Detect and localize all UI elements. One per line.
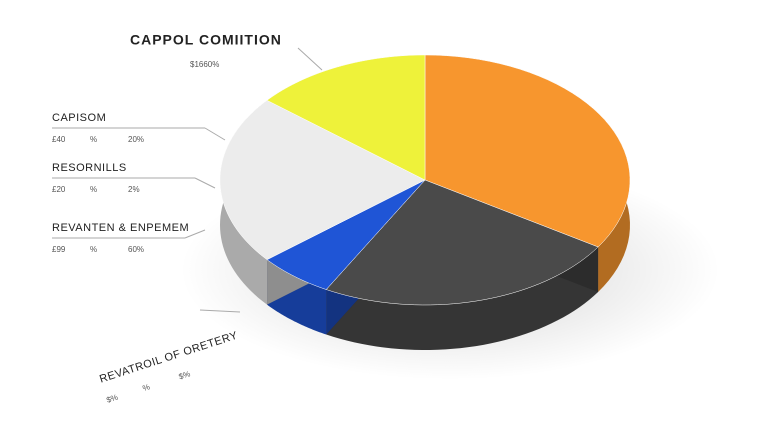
annotation: RESORNILLS £20% 2% <box>52 162 140 194</box>
leader-line <box>194 177 216 189</box>
annotation-cell: 20% <box>128 135 144 144</box>
annotation-cell: % <box>90 245 97 254</box>
annotation-cell: £99 <box>52 245 66 254</box>
slice <box>266 179 426 290</box>
pie <box>219 54 631 350</box>
annotation-cell: % <box>90 135 97 144</box>
chart-subtitle: $1660% <box>190 60 219 69</box>
annotation: REVATROIL OF ORETERY$%%$% <box>98 329 239 405</box>
leader-line <box>297 47 323 71</box>
slice-side <box>326 246 599 350</box>
slice <box>266 54 426 181</box>
chart-title: CAPPOL COMIITION <box>130 32 282 48</box>
leader-line <box>184 229 206 239</box>
annotation-cell: $% <box>178 369 192 381</box>
annotation-cell: $% <box>105 393 119 405</box>
leader-line <box>204 127 226 141</box>
annotation: REVANTEN & ENPEMEM £99% 60% <box>52 222 189 254</box>
annotation-label: CAPISOM <box>52 112 106 124</box>
annotation-cell: % <box>90 185 97 194</box>
annotation: CAPISOM £40% 20% <box>52 112 144 144</box>
leader-line <box>199 309 241 313</box>
slice <box>325 179 599 306</box>
annotation-label: REVANTEN & ENPEMEM <box>52 222 189 234</box>
annotation-cell: 2% <box>128 185 140 194</box>
annotation-cell: % <box>141 382 151 393</box>
slice <box>424 54 631 248</box>
annotation-cell: 60% <box>128 245 144 254</box>
annotation-cell: £40 <box>52 135 66 144</box>
annotation-label: RESORNILLS <box>52 162 127 174</box>
annotation-cell: £20 <box>52 185 66 194</box>
slice <box>219 100 426 260</box>
annotation-label: REVATROIL OF ORETERY <box>98 329 239 385</box>
